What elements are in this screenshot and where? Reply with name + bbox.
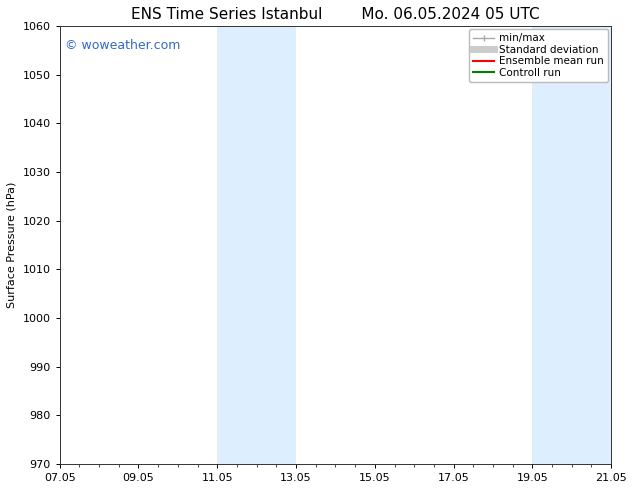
Title: ENS Time Series Istanbul        Mo. 06.05.2024 05 UTC: ENS Time Series Istanbul Mo. 06.05.2024 …	[131, 7, 540, 22]
Legend: min/max, Standard deviation, Ensemble mean run, Controll run: min/max, Standard deviation, Ensemble me…	[469, 29, 608, 82]
Bar	[533, 26, 611, 464]
Y-axis label: Surface Pressure (hPa): Surface Pressure (hPa)	[7, 182, 17, 308]
Bar	[217, 26, 296, 464]
Text: © woweather.com: © woweather.com	[65, 39, 181, 52]
